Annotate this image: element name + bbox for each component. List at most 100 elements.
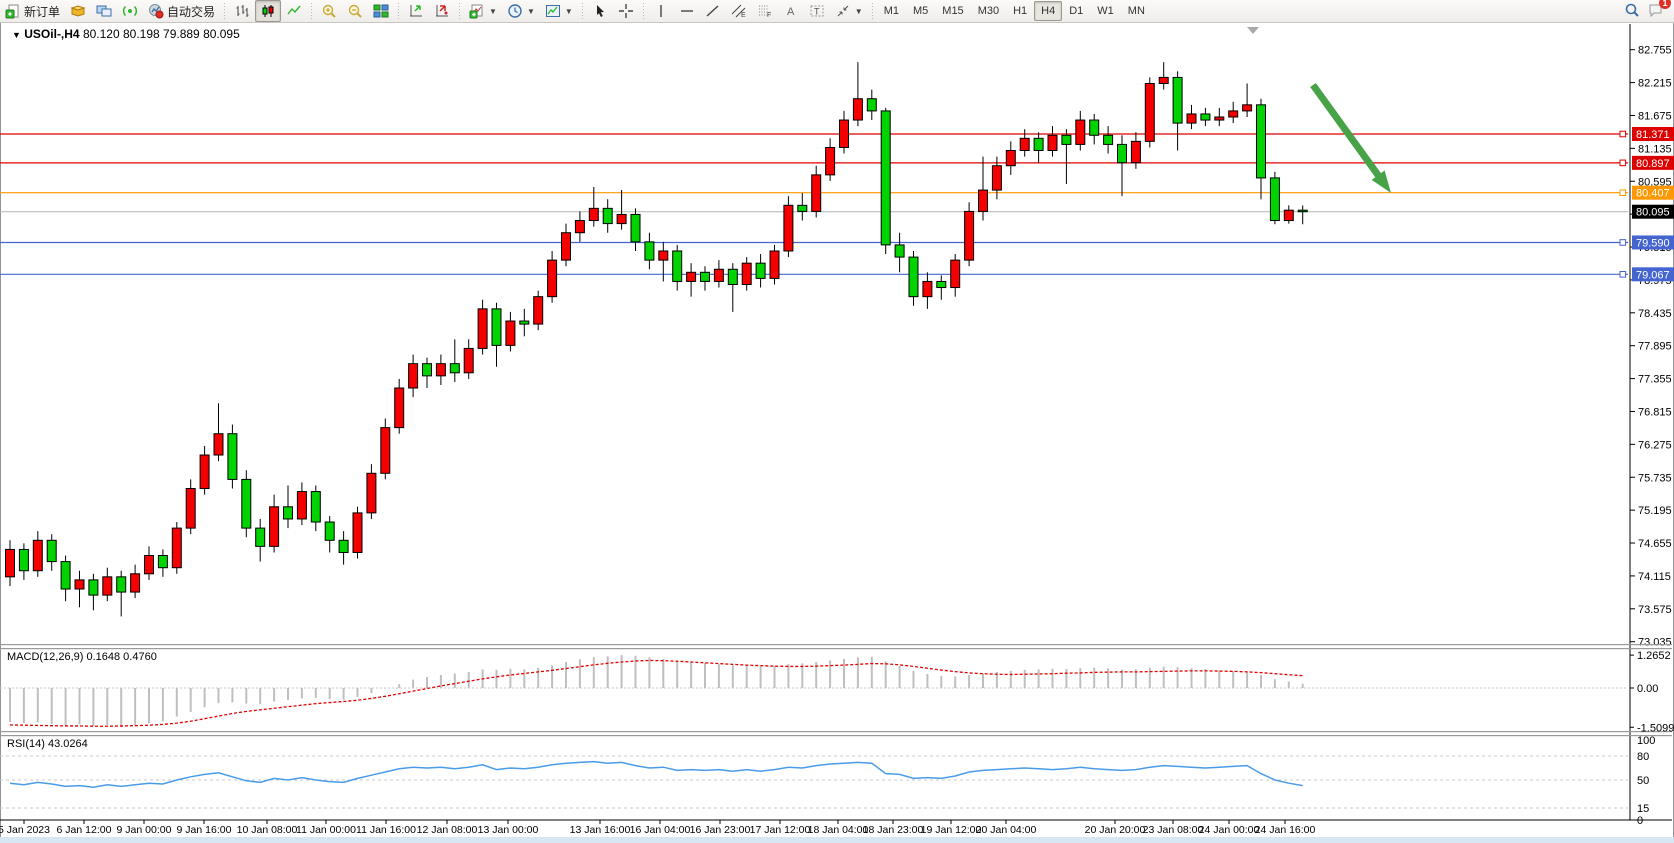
indicators-dropdown[interactable]: ▼ [464, 0, 502, 22]
candle-59 [825, 146, 836, 176]
auto-scroll-button[interactable] [403, 0, 429, 22]
tab-m15[interactable]: M15 [942, 5, 964, 17]
candle-82 [1144, 83, 1155, 142]
hline-price-badge [1632, 185, 1674, 200]
candle-13 [185, 488, 196, 529]
candlestick-chart-button[interactable] [255, 0, 282, 22]
collapse-triangle-icon[interactable]: ▼ [12, 30, 21, 40]
candle-57 [797, 204, 808, 212]
trend-arrow-head[interactable] [1371, 170, 1391, 193]
cursor-tool-button[interactable] [587, 0, 613, 22]
panel-separator[interactable] [0, 735, 1672, 737]
chart-shift-marker[interactable] [1247, 27, 1259, 34]
tab-m1[interactable]: M1 [883, 5, 899, 17]
candle-15 [213, 433, 224, 456]
candle-1 [18, 548, 29, 572]
svg-text:A: A [787, 6, 795, 18]
time-tick-label: 11 Jan 00:00 [296, 824, 356, 836]
panel-separator[interactable] [0, 644, 1672, 646]
hline-handle[interactable] [1619, 159, 1627, 167]
candle-8 [116, 576, 127, 593]
tab-m30[interactable]: M30 [977, 5, 1000, 17]
signal-button[interactable] [117, 0, 143, 22]
candle-60 [839, 119, 849, 148]
candle-93 [1297, 209, 1308, 213]
candle-31 [435, 363, 446, 377]
trend-arrow-shaft[interactable] [1310, 82, 1385, 183]
bar-chart-button[interactable] [229, 0, 255, 22]
chevron-down-icon: ▼ [526, 6, 535, 16]
candle-7 [102, 576, 113, 596]
hline-handle[interactable] [1619, 130, 1627, 138]
candle-81 [1130, 140, 1141, 164]
tab-h4[interactable]: H4 [1034, 1, 1063, 21]
panel-separator[interactable] [0, 648, 1672, 650]
tile-windows-button[interactable] [368, 0, 394, 22]
window-bottom-edge [0, 837, 1674, 843]
price-tick-label: 73.575 [1638, 604, 1672, 616]
fibonacci-tool[interactable]: F [752, 0, 778, 22]
new-order-button[interactable]: 新订单 [0, 0, 65, 22]
toolbar-separator [869, 3, 875, 19]
arrows-tool-dropdown[interactable]: ▼ [830, 0, 868, 22]
tab-m5[interactable]: M5 [913, 5, 929, 17]
terminals-button[interactable] [91, 0, 117, 22]
vertical-line-tool[interactable] [648, 0, 674, 22]
text-label-tool[interactable]: T [804, 0, 830, 22]
hline-handle[interactable] [1619, 271, 1627, 278]
candle-40 [561, 232, 571, 261]
templates-dropdown[interactable]: ▼ [540, 0, 578, 22]
time-tick-label: 11 Jan 16:00 [356, 824, 416, 836]
book-button[interactable] [65, 0, 91, 22]
auto-trading-icon [148, 3, 164, 19]
zoom-in-button[interactable] [316, 0, 342, 22]
time-tick-label: 18 Jan 04:00 [808, 824, 869, 836]
trendline-tool[interactable] [700, 0, 726, 22]
new-order-icon [5, 3, 21, 19]
candle-44 [616, 213, 627, 225]
rsi-tick-label: 15 [1637, 803, 1649, 815]
text-icon: A [783, 3, 799, 19]
candle-35 [491, 308, 502, 346]
candle-87 [1214, 116, 1225, 121]
zoom-out-button[interactable] [342, 0, 368, 22]
notifications-button[interactable]: 1 [1648, 0, 1671, 21]
hline-price-badge [1632, 155, 1674, 170]
toolbar-separator [396, 3, 402, 19]
text-tool[interactable]: A [778, 0, 804, 22]
crosshair-icon [618, 3, 634, 19]
macd-label: MACD(12,26,9) 0.1648 0.4760 [7, 651, 157, 663]
channel-tool[interactable]: E [726, 0, 752, 22]
tab-h1[interactable]: H1 [1013, 5, 1028, 17]
periods-dropdown[interactable]: ▼ [502, 0, 540, 22]
tab-w1[interactable]: W1 [1097, 5, 1114, 17]
crosshair-tool-button[interactable] [613, 0, 639, 22]
horizontal-line-tool[interactable] [674, 0, 700, 22]
candle-77 [1075, 119, 1086, 145]
candle-76 [1061, 134, 1072, 145]
hline-price-badge-label: 81.371 [1636, 129, 1670, 141]
candle-10 [144, 555, 154, 575]
tab-mn[interactable]: MN [1127, 5, 1145, 17]
indicators-icon [469, 3, 485, 19]
chart-shift-button[interactable] [429, 0, 455, 22]
candle-25 [352, 512, 363, 553]
line-chart-button[interactable] [281, 0, 307, 22]
auto-trading-button[interactable]: 自动交易 [143, 0, 220, 22]
candle-52 [727, 268, 738, 285]
candle-69 [964, 210, 975, 261]
svg-text:E: E [741, 12, 746, 19]
hline-handle[interactable] [1619, 239, 1627, 246]
time-tick-label: 24 Jan 16:00 [1255, 824, 1316, 836]
tab-d1[interactable]: D1 [1069, 5, 1084, 17]
signal-icon [122, 3, 138, 19]
search-icon[interactable] [1624, 2, 1640, 21]
toolbar-separator [457, 3, 463, 19]
hline-handle[interactable] [1619, 189, 1627, 197]
panel-separator[interactable] [0, 731, 1672, 733]
time-tick-label: 10 Jan 08:00 [237, 824, 298, 836]
price-tick-label: 82.755 [1638, 45, 1672, 57]
timeframe-bar: M1 M5 M15 M30 H1 H4 D1 W1 MN [877, 0, 1152, 22]
chart-title[interactable]: ▼ USOil-,H4 80.120 80.198 79.889 80.095 [12, 27, 240, 41]
